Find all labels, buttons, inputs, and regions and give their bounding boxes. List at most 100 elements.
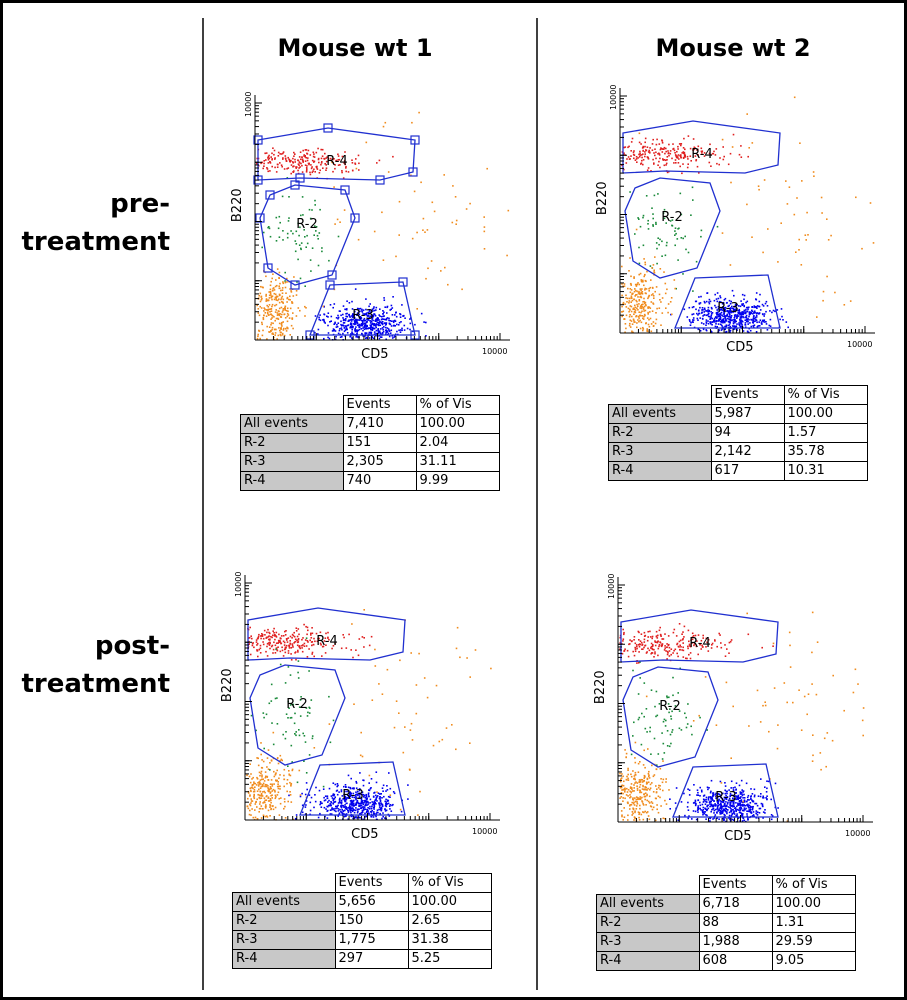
- event-dot: [293, 276, 295, 278]
- event-dot: [299, 715, 302, 717]
- event-dot: [331, 647, 333, 650]
- event-dot: [640, 633, 643, 635]
- event-dot: [254, 803, 257, 805]
- event-dot: [378, 319, 380, 321]
- event-dot: [762, 811, 765, 813]
- event-dot: [680, 144, 682, 147]
- table-row: R-2 151 2.04: [240, 433, 500, 453]
- event-dot: [337, 808, 340, 810]
- event-dot: [419, 790, 421, 793]
- event-dot: [304, 164, 307, 166]
- event-dot: [278, 307, 281, 310]
- event-dot: [719, 316, 722, 319]
- event-dot: [379, 324, 381, 327]
- event-dot: [741, 324, 743, 326]
- event-dot: [729, 326, 731, 328]
- event-dot: [365, 141, 368, 144]
- event-dot: [361, 801, 363, 804]
- event-dot: [664, 254, 667, 257]
- event-dot: [273, 153, 275, 156]
- event-dot: [322, 788, 325, 790]
- event-dot: [657, 237, 659, 239]
- event-dot: [411, 121, 413, 124]
- event-dot: [677, 145, 679, 148]
- event-dot: [282, 157, 284, 159]
- event-dot: [483, 226, 486, 228]
- event-dot: [269, 762, 271, 764]
- event-dot: [390, 304, 393, 307]
- event-dot: [295, 290, 298, 292]
- event-dot: [259, 647, 262, 650]
- event-dot: [364, 804, 366, 807]
- event-dot: [346, 315, 349, 318]
- event-dot: [758, 305, 761, 308]
- gate-handle: [398, 277, 408, 287]
- event-dot: [337, 317, 339, 320]
- event-dot: [386, 327, 389, 329]
- event-dot: [731, 794, 733, 796]
- event-dot: [747, 317, 749, 320]
- event-dot: [640, 305, 642, 307]
- event-dot: [741, 316, 743, 319]
- event-dot: [348, 320, 351, 322]
- event-dot: [636, 801, 638, 803]
- event-dot: [373, 800, 375, 803]
- event-dot: [287, 717, 289, 719]
- event-dot: [647, 228, 650, 230]
- event-dot: [621, 311, 623, 313]
- event-dot: [638, 716, 641, 719]
- event-dot: [633, 787, 635, 789]
- event-dot: [320, 157, 323, 160]
- event-dot: [674, 152, 676, 154]
- event-dot: [699, 807, 701, 810]
- event-dot: [621, 784, 623, 787]
- event-dot: [760, 778, 762, 780]
- event-dot: [697, 328, 700, 331]
- event-dot: [674, 154, 677, 156]
- event-dot: [682, 656, 685, 658]
- event-dot: [622, 310, 625, 313]
- event-dot: [640, 813, 643, 816]
- event-dot: [342, 322, 345, 324]
- event-dot: [706, 801, 708, 803]
- event-dot: [701, 790, 703, 793]
- event-dot: [722, 306, 724, 308]
- event-dot: [707, 322, 710, 325]
- event-dot: [275, 309, 277, 311]
- event-dot: [629, 796, 631, 799]
- event-dot: [351, 314, 354, 317]
- event-dot: [354, 329, 356, 331]
- event-dot: [826, 732, 829, 734]
- event-dot: [636, 645, 638, 648]
- event-dot: [281, 289, 284, 291]
- event-dot: [342, 319, 345, 322]
- event-dot: [732, 321, 735, 323]
- event-dot: [286, 779, 289, 781]
- event-dot: [295, 630, 298, 632]
- event-dot: [811, 760, 814, 762]
- event-dot: [380, 793, 382, 795]
- event-dot: [641, 644, 643, 646]
- event-dot: [262, 317, 265, 319]
- event-dot: [654, 322, 657, 325]
- event-dot: [666, 241, 668, 244]
- event-dot: [658, 307, 661, 309]
- event-dot: [639, 319, 641, 322]
- event-dot: [655, 151, 657, 154]
- event-dot: [642, 279, 644, 282]
- event-dot: [372, 307, 375, 310]
- event-dot: [644, 289, 646, 291]
- event-dot: [726, 809, 729, 811]
- event-dot: [280, 322, 283, 325]
- event-dot: [671, 219, 674, 221]
- event-dot: [275, 303, 278, 306]
- event-dot: [389, 808, 391, 810]
- event-dot: [257, 782, 259, 784]
- event-dot: [786, 701, 788, 704]
- event-dot: [269, 288, 272, 291]
- event-dot: [700, 322, 703, 324]
- event-dot: [409, 318, 411, 320]
- event-dot: [271, 722, 273, 724]
